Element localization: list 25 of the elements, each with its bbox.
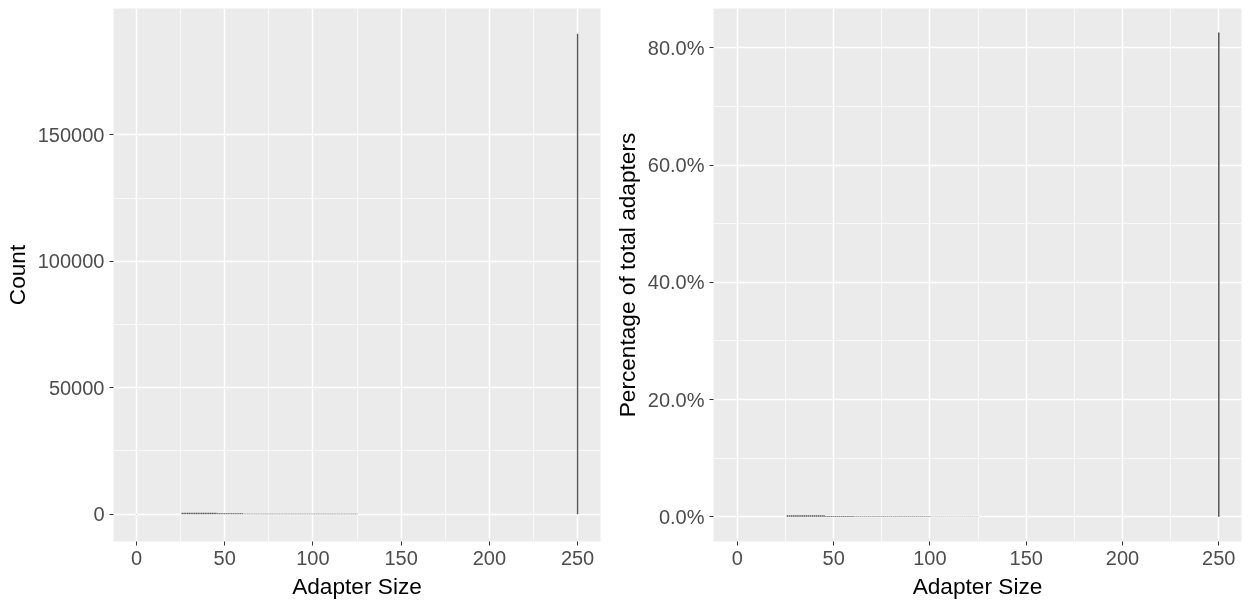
x-axis-title: Adapter Size — [912, 572, 1043, 599]
x-tick-label: 0 — [731, 546, 743, 569]
x-tick-label: 150 — [1009, 546, 1043, 569]
x-tick-label: 250 — [560, 546, 595, 569]
x-tick-label: 50 — [822, 546, 845, 569]
x-tick-label: 100 — [296, 546, 330, 569]
x-tick-label: 150 — [384, 546, 418, 569]
x-tick-label: 200 — [1105, 546, 1140, 569]
x-tick-label: 50 — [213, 546, 236, 569]
y-axis-title: Count — [3, 244, 30, 306]
x-axis-title: Adapter Size — [292, 572, 422, 599]
x-tick-label: 250 — [1202, 546, 1236, 569]
y-tick-label: 20.0% — [647, 388, 705, 411]
y-tick-label: 100000 — [37, 250, 105, 273]
y-tick-label: 80.0% — [647, 36, 705, 59]
y-tick-label: 0.0% — [658, 505, 705, 528]
y-tick-label: 60.0% — [647, 154, 705, 177]
x-tick-label: 200 — [472, 546, 507, 569]
y-tick-label: 150000 — [37, 123, 105, 146]
y-axis-title: Percentage of total adapters — [613, 132, 640, 418]
x-tick-label: 0 — [130, 546, 142, 569]
y-tick-label: 50000 — [48, 376, 105, 399]
y-tick-label: 40.0% — [647, 271, 705, 294]
x-tick-label: 100 — [913, 546, 947, 569]
y-tick-label: 0 — [93, 503, 105, 526]
